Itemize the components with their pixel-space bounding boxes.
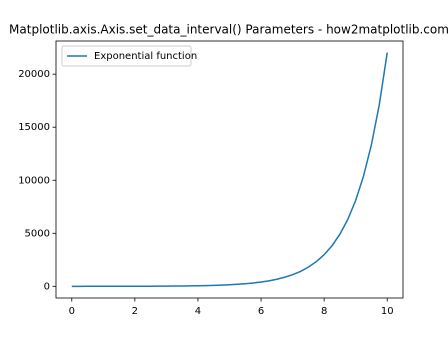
y-tick-label: 10000 bbox=[18, 175, 50, 186]
x-tick-label: 0 bbox=[69, 306, 75, 317]
y-tick-label: 20000 bbox=[18, 69, 50, 80]
y-tick-label: 0 bbox=[44, 281, 50, 292]
y-tick-label: 5000 bbox=[25, 228, 50, 239]
chart-title: Matplotlib.axis.Axis.set_data_interval()… bbox=[9, 23, 448, 37]
x-tick-label: 6 bbox=[258, 306, 264, 317]
x-tick-label: 4 bbox=[195, 306, 201, 317]
x-tick-label: 10 bbox=[381, 306, 394, 317]
legend-box bbox=[61, 45, 192, 67]
line bbox=[71, 52, 388, 288]
axes-frame bbox=[55, 40, 404, 299]
x-tick-label: 2 bbox=[132, 306, 138, 317]
x-tick-label: 8 bbox=[321, 306, 327, 317]
legend: Exponential function bbox=[61, 45, 197, 67]
y-tick-label: 15000 bbox=[18, 122, 50, 133]
legend-label: Exponential function bbox=[94, 51, 197, 62]
